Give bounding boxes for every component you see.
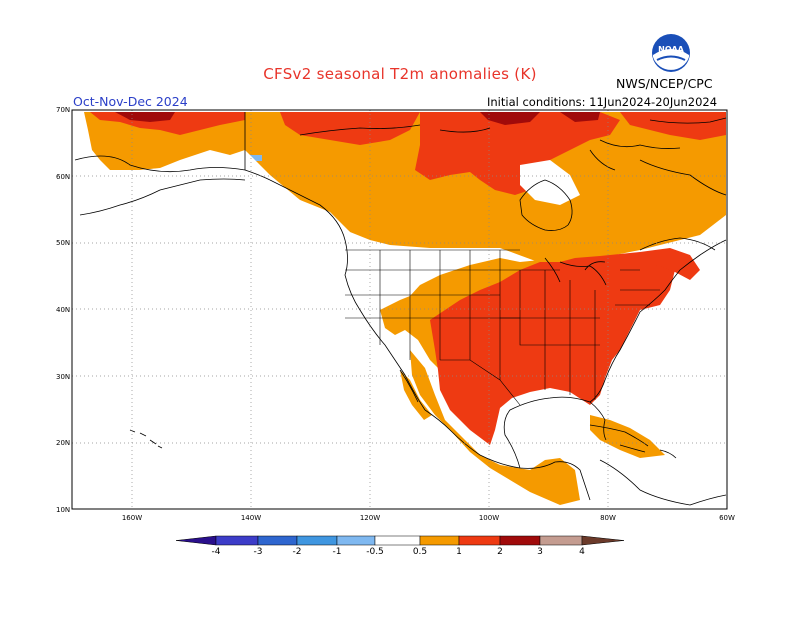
anomaly-region-northeast-arctic-red: [620, 112, 726, 140]
colorbar-swatch: [458, 535, 501, 546]
lat-label: 60N: [56, 173, 70, 181]
anomaly-region-mexico-orange: [410, 350, 580, 505]
colorbar-swatch: [215, 535, 259, 546]
anomaly-region-caribbean-orange: [590, 415, 665, 458]
anomaly-region-alaska-white: [100, 150, 350, 250]
anomaly-fill-layer: [84, 112, 726, 505]
lon-label: 60W: [719, 514, 735, 522]
colorbar-swatch: [336, 535, 376, 546]
colorbar-tick-label: -1: [333, 547, 342, 557]
colorbar-swatch: [419, 535, 460, 546]
initial-conditions-label: Initial conditions: 11Jun2024-20Jun2024: [487, 95, 718, 109]
anomaly-region-far-north-darkred: [115, 112, 175, 122]
lon-label: 80W: [600, 514, 616, 522]
anomaly-region-alaska-blue: [250, 155, 262, 161]
colorbar-tick-label: -3: [254, 547, 263, 557]
lat-label: 10N: [56, 506, 70, 514]
colorbar-swatch: [539, 535, 583, 546]
lon-label: 160W: [122, 514, 142, 522]
colorbar-tick-label: 2: [497, 547, 503, 557]
longitude-labels: 160W 140W 120W 100W 80W 60W: [122, 514, 735, 522]
colorbar-swatch: [499, 535, 541, 546]
colorbar-tick-label: 1: [456, 547, 462, 557]
colorbar-tick-label: -2: [293, 547, 302, 557]
agency-label: NWS/NCEP/CPC: [616, 76, 713, 91]
colorbar-tick-label: 4: [579, 547, 585, 557]
latitude-labels: 70N 60N 50N 40N 30N 20N 10N: [56, 106, 70, 514]
colorbar-right-arrow: [581, 535, 625, 546]
lon-label: 100W: [479, 514, 499, 522]
page-title: CFSv2 seasonal T2m anomalies (K): [263, 65, 537, 83]
colorbar-swatch: [296, 535, 338, 546]
colorbar-left-arrow: [175, 535, 217, 546]
lon-label: 140W: [241, 514, 261, 522]
lat-label: 40N: [56, 306, 70, 314]
gridlines: [72, 110, 727, 509]
colorbar-tick-label: -0.5: [366, 547, 384, 557]
anomaly-region-newengland-red: [600, 248, 700, 280]
anomaly-region-central-east-us-red: [430, 256, 675, 445]
colorbar-tick-label: 0.5: [413, 547, 427, 557]
map-frame-border: [71, 109, 728, 510]
political-boundaries-layer: [345, 249, 660, 406]
lat-label: 30N: [56, 373, 70, 381]
anomaly-region-arctic-red: [415, 112, 620, 195]
colorbar-tick-label: -4: [212, 547, 221, 557]
noaa-logo-text: NOAA: [658, 45, 684, 54]
colorbar-swatch: [257, 535, 298, 546]
anomaly-region-arctic-darkred: [480, 112, 540, 125]
lat-label: 70N: [56, 106, 70, 114]
season-label: Oct-Nov-Dec 2024: [73, 94, 188, 109]
lat-label: 50N: [56, 239, 70, 247]
anomaly-region-ellesmere-darkred: [560, 112, 600, 122]
colorbar-swatch: [374, 535, 421, 546]
lat-label: 20N: [56, 439, 70, 447]
colorbar: -4 -3 -2 -1 -0.5 0.5 1 2 3 4: [175, 535, 625, 557]
lon-label: 120W: [360, 514, 380, 522]
noaa-logo: NOAA: [651, 33, 691, 73]
colorbar-tick-label: 3: [537, 547, 543, 557]
